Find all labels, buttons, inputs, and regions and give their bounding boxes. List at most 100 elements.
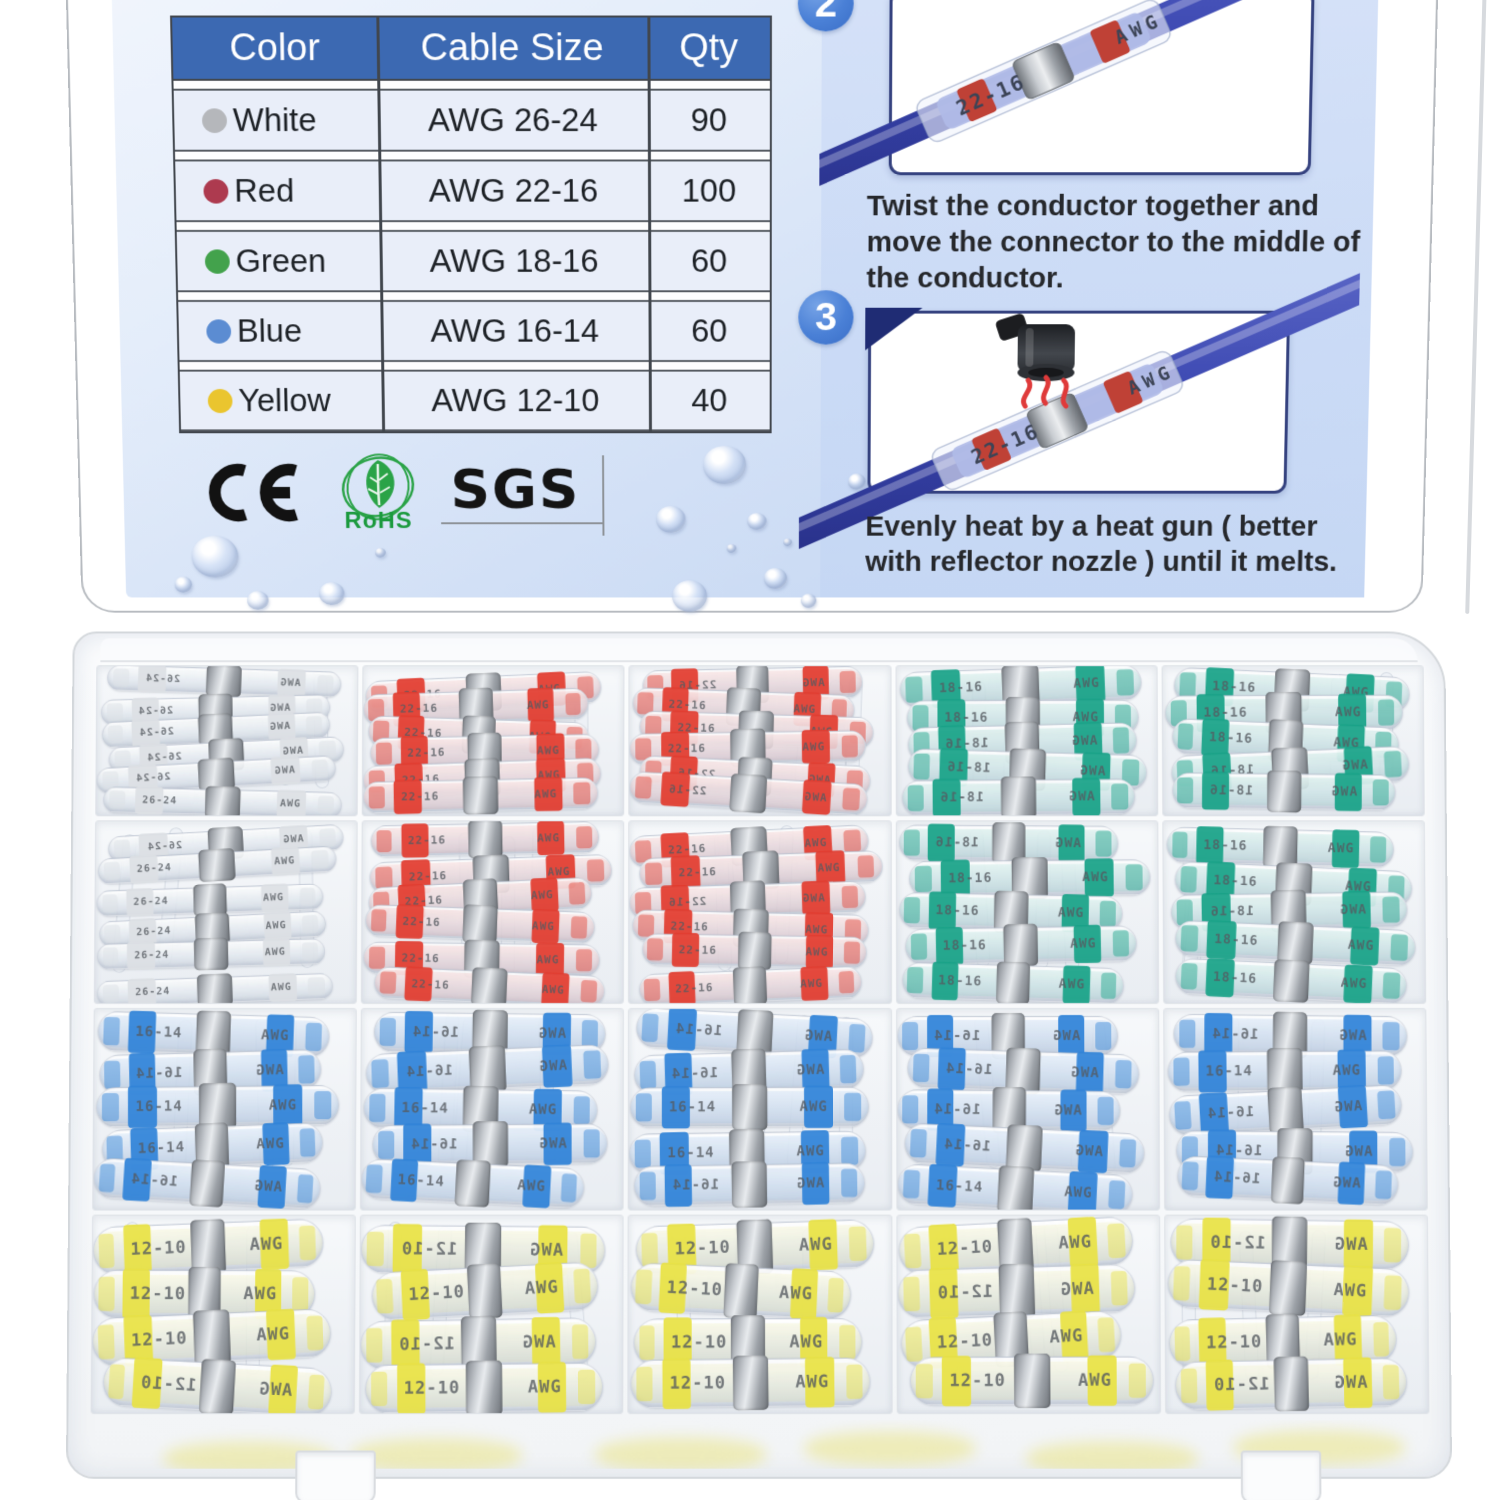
water-droplet bbox=[191, 535, 239, 578]
heat-shrink-band bbox=[1377, 1056, 1394, 1086]
connector-size-print: 16-14 bbox=[944, 1060, 993, 1078]
rohs-label: RoHS bbox=[344, 507, 413, 534]
heat-shrink-band bbox=[1109, 1270, 1128, 1307]
connector-size-print: 22-16 bbox=[407, 833, 446, 848]
cable-size-value: AWG 16-14 bbox=[430, 312, 600, 349]
heat-shrink-band bbox=[1369, 836, 1386, 863]
sgs-label: SGS bbox=[450, 458, 581, 521]
heat-shrink-band bbox=[635, 1092, 653, 1122]
heat-shrink-band bbox=[638, 1060, 656, 1090]
solder-ring bbox=[996, 961, 1031, 1005]
connector-size-print: 12-10 bbox=[1206, 1274, 1264, 1298]
connector-size-print: 12-10 bbox=[407, 1281, 465, 1305]
connector-size-print: AWG bbox=[1077, 1370, 1112, 1392]
connector-size-print: 18-16 bbox=[938, 973, 983, 990]
connector-size-print: AWG bbox=[800, 976, 824, 991]
heat-shrink-band bbox=[307, 1374, 326, 1411]
heat-shrink-band bbox=[573, 782, 591, 806]
compartment-yellow: 12-10 AWG 12-10 AWG 12-10 AWG 12-10 AWG bbox=[1163, 1214, 1430, 1415]
connector-size-print: AWG bbox=[536, 953, 560, 967]
connector-size-print: 18-16 bbox=[942, 938, 987, 954]
solder-ring bbox=[465, 1360, 502, 1415]
connector-size-print: AWG bbox=[802, 789, 827, 804]
heat-shrink-band bbox=[902, 1169, 921, 1200]
connector-size-print: 26-24 bbox=[135, 925, 172, 938]
heat-shrink-band bbox=[1173, 1057, 1190, 1087]
solder-ring bbox=[1269, 1260, 1308, 1317]
step-3-illustration: 22-16 AWG bbox=[799, 272, 1360, 551]
heat-shrink-band bbox=[299, 1127, 316, 1158]
solder-seal-connector-yellow: 12-10 AWG bbox=[364, 1360, 603, 1415]
heat-shrink-band bbox=[375, 1277, 394, 1314]
connector-size-print: AWG bbox=[252, 1177, 282, 1196]
heat-shrink-band bbox=[113, 838, 131, 858]
heat-shrink-band bbox=[106, 724, 124, 744]
connector-size-print: AWG bbox=[1059, 1278, 1095, 1301]
heat-shrink-band bbox=[1107, 1222, 1126, 1259]
heat-shrink-band bbox=[560, 1172, 578, 1203]
connector-size-print: AWG bbox=[536, 831, 560, 845]
connector-size-print: AWG bbox=[271, 981, 293, 994]
compartment-red: 22-16AWG22-16AWG22-16AWG22-16AWG22-16AWG… bbox=[361, 665, 625, 817]
solder-seal-connector-blue: 16-14 AWG bbox=[633, 1161, 866, 1208]
connector-size-print: AWG bbox=[796, 1175, 826, 1192]
heat-shrink-band bbox=[308, 976, 326, 996]
solder-seal-connector-yellow: 12-10 AWG bbox=[1166, 1258, 1410, 1318]
connector-size-print: AWG bbox=[541, 982, 565, 997]
heat-shrink-band bbox=[1373, 779, 1389, 806]
heat-shrink-band bbox=[1173, 1101, 1192, 1131]
heat-shrink-band bbox=[1097, 1317, 1115, 1354]
connector-size-print: AWG bbox=[1331, 1174, 1361, 1192]
spec-table: Color Cable Size Qty White AWG 26-24 90 Red… bbox=[170, 15, 772, 434]
heat-shrink-band bbox=[97, 1323, 116, 1360]
heat-shrink-band bbox=[903, 829, 919, 856]
compartment-yellow: 12-10 AWG 12-10 AWG 12-10 AWG 12-10 AWG bbox=[90, 1214, 357, 1415]
connector-size-print: 18-16 bbox=[1209, 729, 1254, 747]
connector-size-print: AWG bbox=[255, 1135, 285, 1153]
water-droplet bbox=[375, 548, 386, 558]
heat-shrink-band bbox=[319, 827, 337, 847]
connector-size-print: AWG bbox=[1331, 784, 1358, 800]
compartment-blue: 16-14 AWG 16-14 AWG 16-14 AWG 16-14 AWG 16-14 AWG bbox=[628, 1008, 892, 1211]
connector-size-print: AWG bbox=[528, 1240, 563, 1261]
box-compartments: 26-24 AWG 26-24 AWG 26-24 AWG 26-24 AWG 26-24 AWG… bbox=[90, 665, 1430, 1415]
connector-size-print: 16-14 bbox=[411, 1024, 459, 1041]
heat-shrink-band bbox=[915, 1363, 933, 1400]
heat-shrink-band bbox=[838, 970, 855, 994]
solder-ring bbox=[455, 1159, 491, 1207]
heat-shrink-band bbox=[1383, 1021, 1400, 1051]
connector-size-print: AWG bbox=[282, 833, 304, 846]
connector-size-print: AWG bbox=[1052, 1028, 1081, 1045]
heat-shrink-band bbox=[368, 1093, 386, 1123]
connector-size-print: AWG bbox=[802, 740, 826, 754]
connector-size-print: AWG bbox=[254, 1062, 284, 1080]
heat-shrink-band bbox=[306, 1314, 325, 1351]
solder-ring bbox=[199, 1359, 237, 1415]
heat-shrink-band bbox=[298, 1054, 315, 1085]
solder-seal-connector-red: 22-16 AWG bbox=[364, 904, 596, 945]
heat-shrink-band bbox=[109, 790, 127, 810]
heat-shrink-band bbox=[1095, 830, 1111, 857]
qty-value: 60 bbox=[690, 242, 728, 279]
connector-size-print: 18-16 bbox=[947, 870, 993, 887]
heat-shrink-band bbox=[301, 942, 319, 961]
heat-shrink-band bbox=[1176, 1225, 1193, 1261]
wall-reflection bbox=[1026, 1441, 1198, 1469]
connector-size-print: AWG bbox=[1057, 1231, 1093, 1254]
heat-shrink-band bbox=[1383, 750, 1402, 778]
connector-size-print: AWG bbox=[795, 1143, 825, 1160]
connector-size-print: AWG bbox=[269, 1097, 298, 1114]
heat-shrink-band bbox=[568, 881, 586, 906]
solder-ring bbox=[467, 820, 503, 859]
connector-size-print: AWG bbox=[1334, 1234, 1369, 1256]
connector-size-print: AWG bbox=[805, 922, 829, 936]
solder-ring bbox=[732, 1083, 768, 1131]
heat-shrink-band bbox=[365, 1163, 383, 1194]
connector-size-print: 16-14 bbox=[134, 1024, 183, 1042]
heat-shrink-band bbox=[1172, 1265, 1191, 1302]
sgs-mark-line bbox=[441, 522, 605, 525]
heat-shrink-band bbox=[366, 1327, 383, 1363]
heat-shrink-band bbox=[1095, 1021, 1112, 1051]
connector-size-print: 22-16 bbox=[670, 919, 710, 934]
